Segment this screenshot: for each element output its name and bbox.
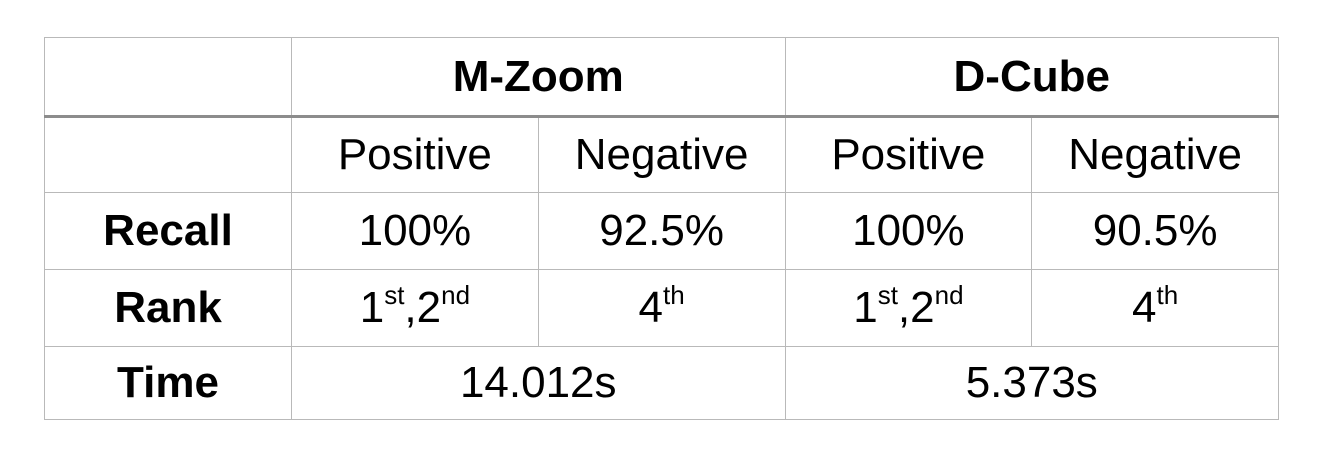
method-header-dcube: D-Cube: [784, 37, 1279, 117]
sub-header-dcube-negative: Negative: [1031, 115, 1279, 193]
rank-ordinal-suffix: st: [877, 280, 898, 310]
recall-mzoom-negative: 92.5%: [537, 192, 786, 270]
rank-ordinal-suffix: st: [384, 280, 405, 310]
rank-base: 4: [1132, 283, 1157, 332]
rank-label: Rank: [44, 269, 292, 347]
recall-row: Recall 100% 92.5% 100% 90.5%: [44, 192, 1279, 270]
rank-dcube-negative: 4th: [1031, 269, 1279, 347]
sub-header-row: Positive Negative Positive Negative: [44, 115, 1279, 193]
method-header-row: M-Zoom D-Cube: [44, 37, 1279, 117]
rank-row: Rank 1st,2nd 4th 1st,2nd 4th: [44, 269, 1279, 347]
rank-ordinal-suffix: nd: [441, 280, 471, 310]
rank-base: 1: [853, 283, 878, 332]
sub-header-mzoom-negative: Negative: [537, 115, 786, 193]
corner-cell: [44, 37, 292, 117]
rank-base: 1: [359, 283, 385, 332]
rank-dcube-positive: 1st,2nd: [784, 269, 1033, 347]
rank-base: ,2: [404, 283, 442, 332]
time-mzoom: 14.012s: [291, 346, 786, 420]
results-table: M-Zoom D-Cube Positive Negative Positive…: [44, 37, 1279, 420]
method-header-mzoom: M-Zoom: [291, 37, 786, 117]
rank-base: 4: [638, 283, 664, 332]
recall-mzoom-positive: 100%: [291, 192, 539, 270]
rank-ordinal-suffix: nd: [934, 280, 964, 310]
recall-label: Recall: [44, 192, 292, 270]
rank-mzoom-positive: 1st,2nd: [291, 269, 539, 347]
sub-header-corner-cell: [44, 115, 292, 193]
sub-header-mzoom-positive: Positive: [291, 115, 539, 193]
rank-mzoom-negative: 4th: [537, 269, 786, 347]
rank-ordinal-suffix: th: [663, 280, 685, 310]
rank-base: ,2: [897, 283, 935, 332]
recall-dcube-positive: 100%: [784, 192, 1033, 270]
sub-header-dcube-positive: Positive: [784, 115, 1033, 193]
recall-dcube-negative: 90.5%: [1031, 192, 1279, 270]
time-row: Time 14.012s 5.373s: [44, 346, 1279, 420]
time-label: Time: [44, 346, 292, 420]
time-dcube: 5.373s: [784, 346, 1279, 420]
rank-ordinal-suffix: th: [1156, 280, 1179, 310]
